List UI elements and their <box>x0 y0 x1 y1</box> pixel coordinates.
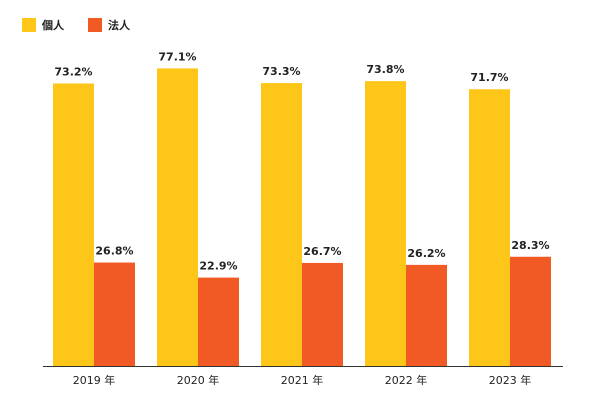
bar-corporate-3 <box>406 264 447 366</box>
data-label-corporate-3: 26.2% <box>407 247 445 260</box>
legend-label-individual: 個人 <box>42 19 64 32</box>
data-label-corporate-2: 26.7% <box>303 245 341 258</box>
x-tick-label-3: 2022 年 <box>385 373 428 387</box>
bar-corporate-4 <box>510 256 551 366</box>
bar-individual-2 <box>261 83 302 366</box>
x-tick-label-1: 2020 年 <box>177 373 220 387</box>
legend: 個人 法人 <box>22 17 154 33</box>
data-label-individual-1: 77.1% <box>158 50 196 63</box>
x-tick-label-0: 2019 年 <box>73 373 116 387</box>
data-label-individual-4: 71.7% <box>470 71 508 84</box>
data-label-corporate-0: 26.8% <box>95 245 133 258</box>
legend-swatch-corporate <box>88 18 102 32</box>
data-label-individual-0: 73.2% <box>54 65 92 78</box>
data-label-corporate-1: 22.9% <box>199 260 237 273</box>
data-label-individual-3: 73.8% <box>366 63 404 76</box>
legend-label-corporate: 法人 <box>108 19 130 32</box>
legend-swatch-individual <box>22 18 36 32</box>
bar-corporate-0 <box>94 262 135 366</box>
data-label-corporate-4: 28.3% <box>511 239 549 252</box>
x-tick-label-4: 2023 年 <box>489 373 532 387</box>
bar-individual-4 <box>469 89 510 366</box>
bar-individual-3 <box>365 81 406 366</box>
bar-corporate-1 <box>198 277 239 366</box>
data-label-individual-2: 73.3% <box>262 65 300 78</box>
bar-corporate-2 <box>302 262 343 366</box>
bar-individual-0 <box>53 83 94 366</box>
legend-item-corporate: 法人 <box>88 17 130 33</box>
bar-individual-1 <box>157 68 198 367</box>
legend-item-individual: 個人 <box>22 17 64 33</box>
x-tick-label-2: 2021 年 <box>281 373 324 387</box>
